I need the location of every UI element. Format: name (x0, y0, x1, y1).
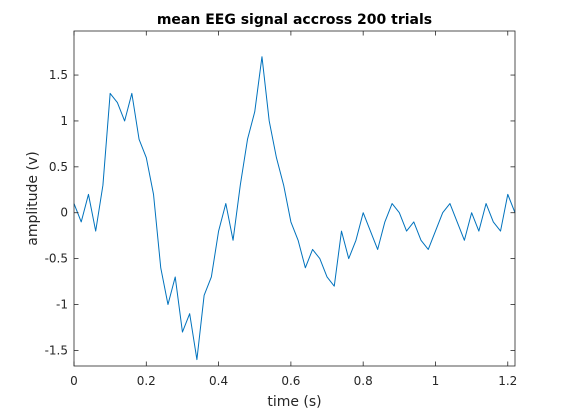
eeg-series-line (73, 56, 516, 361)
x-tick-label: 0.6 (281, 374, 300, 388)
y-tick-label: 1 (60, 114, 68, 128)
x-axis-label: time (s) (267, 394, 321, 410)
x-tick-label: 0.8 (354, 374, 373, 388)
y-tick-label: 0 (60, 206, 68, 220)
series-layer (73, 56, 516, 361)
x-tick-label: 1 (432, 374, 440, 388)
y-tick-label: -0.5 (45, 252, 68, 266)
x-tick-label: 0 (70, 374, 78, 388)
x-tick-label: 1.2 (498, 374, 517, 388)
chart-title: mean EEG signal accross 200 trials (157, 12, 432, 28)
y-tick-label: 1.5 (49, 68, 68, 82)
plot-frame (73, 30, 516, 367)
y-tick-label: -1.5 (45, 343, 68, 357)
y-axis-label: amplitude (v) (25, 151, 41, 245)
ticks-layer: 0 0.2 0.4 0.6 0.8 1 1.2 -1.5 -1 -0.5 0 0.5 1 1.5 (45, 31, 517, 388)
y-tick-label: 0.5 (49, 160, 68, 174)
plot-area (74, 31, 515, 366)
y-tick-label: -1 (56, 298, 68, 312)
x-tick-label: 0.4 (209, 374, 228, 388)
x-tick-label: 0.2 (137, 374, 156, 388)
